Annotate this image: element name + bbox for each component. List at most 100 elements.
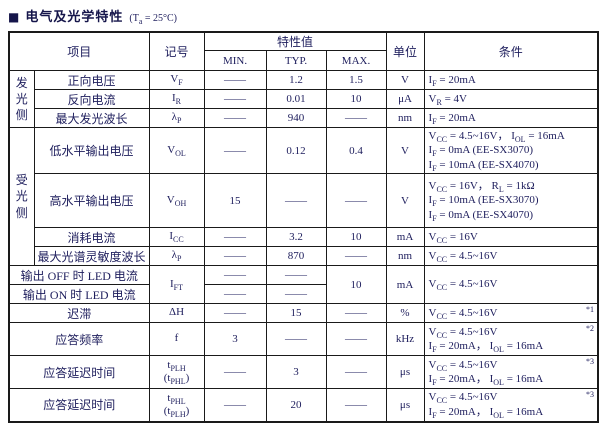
min-cell: —— [203, 89, 267, 109]
row-led-current-output-off: 输出 OFF 时 LED 电流 IFT —— —— 10 mA VCC = 4.… [8, 265, 599, 304]
section-title-text: 电气及光学特性 [25, 10, 124, 25]
footnote-marker: *1 [586, 305, 595, 314]
unit-cell: nm [385, 246, 425, 266]
symbol-cell: ΔH [148, 303, 205, 323]
unit-cell: % [385, 303, 425, 323]
symbol-cell: tPHL (tPLH) [148, 388, 205, 422]
row-forward-voltage: 发光侧 正向电压 VF —— 1.2 1.5 V IF = 20mA [8, 70, 599, 128]
row-reverse-current: 反向电流 IR —— 0.01 10 μA VR = 4V [9, 89, 599, 109]
characteristics-table: 项目 记号 特性值 单位 条件 MIN. TYP. MAX. 发光侧 正向电压 … [8, 31, 600, 423]
condition-cell: VCC = 16V， RL = 1kΩ IF = 10mA (EE-SX3070)… [423, 173, 599, 228]
condition-text: VCC = 4.5~16V IF = 20mA， IOL = 16mA [428, 391, 544, 420]
min-cell: —— [203, 265, 267, 285]
square-bullet-icon: ■ [8, 10, 20, 24]
max-cell: 10 [325, 89, 387, 109]
unit-cell: V [385, 173, 425, 228]
row-response-frequency: 应答频率 f 3 —— —— kHz VCC = 4.5~16V IF = 20m… [8, 322, 599, 356]
min-cell: —— [203, 227, 267, 247]
unit-cell: μs [385, 355, 425, 389]
symbol-cell: λP [148, 108, 205, 128]
max-cell: 10 [325, 227, 387, 247]
unit-cell: μA [385, 89, 425, 109]
item-cell: 应答频率 [8, 322, 150, 356]
item-cell: 反向电流 [33, 89, 150, 109]
unit-cell: V [385, 127, 425, 174]
group-label-emitter-text: 发光侧 [15, 75, 28, 123]
min-cell: —— [203, 70, 267, 90]
group-label-emitter: 发光侧 [8, 70, 35, 128]
section-title: ■ 电气及光学特性 (Ta = 25°C) [8, 6, 605, 26]
typ-cell: 870 [265, 246, 327, 266]
header-min: MIN. [203, 50, 267, 71]
typ-cell: 1.2 [265, 70, 327, 90]
unit-cell: nm [385, 108, 425, 128]
header-typ: TYP. [265, 50, 327, 71]
typ-cell: —— [265, 265, 327, 285]
symbol-cell: VF [148, 70, 205, 90]
unit-cell: mA [385, 265, 425, 304]
typ-cell: 0.12 [265, 127, 327, 174]
symbol-cell: tPLH (tPHL) [148, 355, 205, 389]
item-cell: 正向电压 [33, 70, 150, 90]
row-hysteresis: 迟滞 ΔH —— 15 —— % VCC = 4.5~16V *1 [8, 303, 599, 323]
symbol-cell: VOL [148, 127, 205, 174]
typ-cell: 940 [265, 108, 327, 128]
unit-cell: kHz [385, 322, 425, 356]
symbol-cell: VOH [148, 173, 205, 228]
header-row-top: 项目 记号 特性值 单位 条件 [8, 31, 599, 71]
symbol-cell: IR [148, 89, 205, 109]
condition-cell: VCC = 4.5~16V *1 [423, 303, 599, 323]
max-cell: 0.4 [325, 127, 387, 174]
condition-cell: VCC = 4.5~16V IF = 20mA， IOL = 16mA *3 [423, 388, 599, 422]
condition-cell: IF = 20mA [423, 108, 599, 128]
unit-cell: V [385, 70, 425, 90]
header-condition: 条件 [423, 31, 599, 71]
footnote-marker: *3 [586, 390, 595, 399]
header-item: 项目 [8, 31, 150, 71]
min-cell: —— [203, 246, 267, 266]
row-response-delay-tphl: 应答延迟时间 tPHL (tPLH) —— 20 —— μs VCC = 4.5~… [8, 388, 599, 422]
typ-cell: 3 [265, 355, 327, 389]
max-cell: —— [325, 303, 387, 323]
min-cell: —— [203, 355, 267, 389]
unit-cell: μs [385, 388, 425, 422]
symbol-cell: λP [148, 246, 205, 266]
max-cell: —— [325, 246, 387, 266]
condition-text: VCC = 4.5~16V IF = 20mA， IOL = 16mA [428, 358, 544, 388]
row-high-level-output-voltage: 高水平输出电压 VOH 15 —— —— V VCC = 16V， RL = 1… [9, 173, 599, 228]
condition-cell: VCC = 4.5~16V IF = 20mA， IOL = 16mA *3 [423, 355, 599, 389]
typ-cell: —— [265, 322, 327, 356]
condition-cell: VR = 4V [423, 89, 599, 109]
max-cell: 1.5 [325, 70, 387, 90]
min-cell: —— [203, 284, 267, 304]
min-cell: —— [203, 127, 267, 174]
footnote-marker: *2 [586, 324, 595, 333]
item-cell: 低水平输出电压 [33, 127, 150, 174]
typ-cell: 0.01 [265, 89, 327, 109]
typ-cell: 15 [265, 303, 327, 323]
unit-cell: mA [385, 227, 425, 247]
min-cell: —— [203, 108, 267, 128]
min-cell: 3 [203, 322, 267, 356]
min-cell: 15 [203, 173, 267, 228]
min-cell: —— [203, 388, 267, 422]
item-cell: 最大光谱灵敏度波长 [33, 246, 150, 266]
condition-cell: VCC = 4.5~16V [423, 246, 599, 266]
condition-text: VCC = 4.5~16V IF = 20mA， IOL = 16mA [428, 325, 544, 355]
group-label-receiver: 受光侧 [8, 127, 35, 266]
header-unit: 单位 [385, 31, 425, 71]
row-response-delay-tplh: 应答延迟时间 tPLH (tPHL) —— 3 —— μs VCC = 4.5~1… [8, 355, 599, 389]
footnote-marker: *3 [586, 357, 595, 366]
condition-cell: VCC = 4.5~16V IF = 20mA， IOL = 16mA *2 [423, 322, 599, 356]
condition-cell: VCC = 16V [423, 227, 599, 247]
max-cell: —— [325, 108, 387, 128]
header-value-group: 特性值 [203, 31, 387, 51]
symbol-cell: f [148, 322, 205, 356]
condition-cell: IF = 20mA [423, 70, 599, 90]
max-cell: —— [325, 322, 387, 356]
max-cell: —— [325, 388, 387, 422]
group-label-receiver-text: 受光侧 [15, 173, 28, 220]
ambient-temperature-note: (Ta = 25°C) [129, 13, 178, 26]
max-cell: 10 [325, 265, 387, 304]
